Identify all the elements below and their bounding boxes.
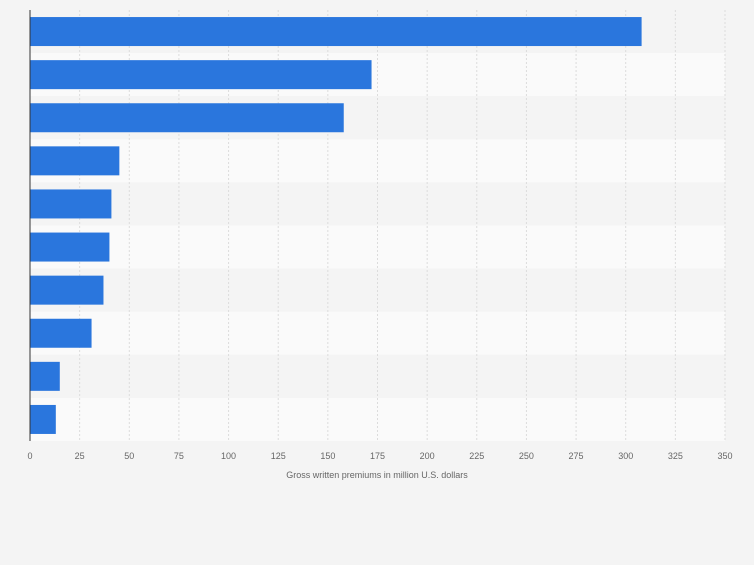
bar: [30, 103, 344, 133]
bar: [30, 146, 120, 176]
bar: [30, 318, 92, 348]
x-tick-label: 150: [320, 451, 335, 461]
bar: [30, 275, 104, 305]
x-axis-label: Gross written premiums in million U.S. d…: [286, 470, 468, 480]
bar: [30, 17, 642, 47]
x-tick-label: 25: [75, 451, 85, 461]
x-tick-label: 275: [569, 451, 584, 461]
bar: [30, 60, 372, 90]
x-tick-label: 100: [221, 451, 236, 461]
bar: [30, 361, 60, 391]
x-tick-label: 0: [27, 451, 32, 461]
x-tick-label: 300: [618, 451, 633, 461]
x-tick-label: 175: [370, 451, 385, 461]
bars: [30, 17, 642, 434]
x-tick-label: 75: [174, 451, 184, 461]
bar: [30, 189, 112, 219]
x-tick-label: 325: [668, 451, 683, 461]
x-tick-label: 250: [519, 451, 534, 461]
x-tick-label: 200: [420, 451, 435, 461]
x-tick-label: 225: [469, 451, 484, 461]
bar: [30, 404, 56, 434]
x-axis-ticks: 0 25 50 75 100 125 150 175 200 225 250 275 300 325 350: [27, 451, 732, 461]
x-tick-label: 350: [717, 451, 732, 461]
bar: [30, 232, 110, 262]
x-tick-label: 125: [271, 451, 286, 461]
x-tick-label: 50: [124, 451, 134, 461]
